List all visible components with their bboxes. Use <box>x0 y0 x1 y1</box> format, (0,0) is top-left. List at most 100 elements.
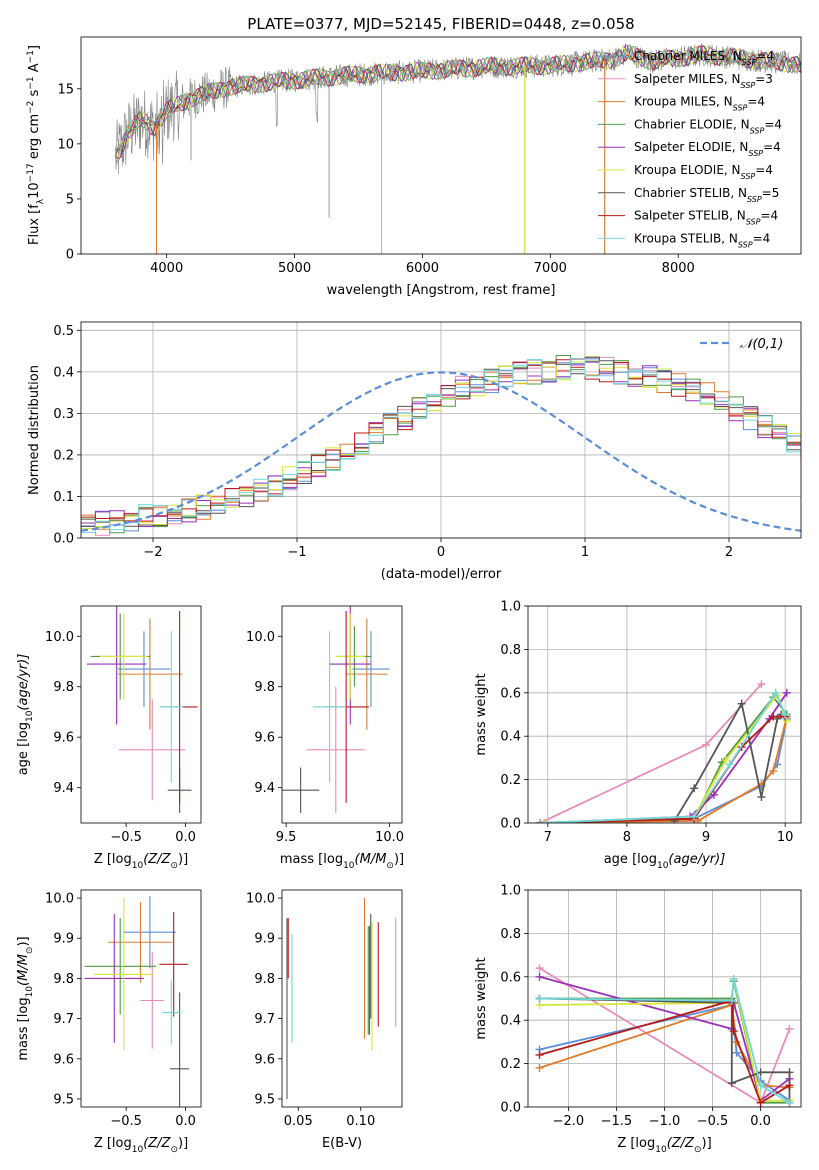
weight-vs-metallicity-panel-marker-salpeter_elodie <box>535 972 544 981</box>
mass-vs-metallicity-panel-x-label-part: ⊙ <box>170 1145 178 1155</box>
age-vs-metallicity-panel-xtick-label: −0.5 <box>110 830 142 845</box>
spectrum-panel: PLATE=0377, MJD=52145, FIBERID=0448, z=0… <box>26 15 802 298</box>
weight-vs-metallicity-panel-marker-kroupa_stelib <box>727 996 736 1005</box>
age-vs-metallicity-panel-ytick-label: 9.8 <box>53 680 74 695</box>
age-vs-metallicity-panel-y-label-part: age [log <box>16 722 31 775</box>
mass-vs-metallicity-panel-x-label: Z [log10(Z/Z⊙)] <box>94 1136 188 1155</box>
age-vs-metallicity-panel-ytick-label: 9.4 <box>53 781 74 796</box>
mass-vs-metallicity-panel-y-label-part: mass [log <box>16 997 31 1060</box>
weight-vs-age-panel-marker-kroupa_stelib <box>725 760 734 769</box>
weight-vs-metallicity-panel-ytick-label: 0.4 <box>500 1014 521 1029</box>
mass-vs-metallicity-panel-x-label-part: 10 <box>132 1145 144 1155</box>
weight-vs-age-panel-ytick-label: 0.8 <box>500 643 521 658</box>
age-vs-mass-panel-x-label-part: (M/M <box>355 852 387 867</box>
weight-vs-age-panel-ytick-label: 0.2 <box>500 773 521 788</box>
legend-label-base: Chabrier STELIB, N <box>634 186 747 200</box>
histogram-panel-xtick-label: −2 <box>143 545 162 560</box>
weight-vs-age-panel-marker-kroupa_stelib <box>781 710 790 719</box>
weight-vs-age-panel-marker-kroupa_stelib <box>771 688 780 697</box>
weight-vs-metallicity-panel-marker-kroupa_stelib <box>535 994 544 1003</box>
mass-vs-metallicity-panel-x-label-part: )] <box>178 1136 188 1151</box>
weight-vs-age-panel-marker-chabrier_stelib <box>737 699 746 708</box>
weight-vs-age-panel-marker-salpeter_elodie <box>709 790 718 799</box>
age-vs-mass-panel-ytick-label: 10.0 <box>246 630 275 645</box>
weight-vs-age-panel-line-salpeter_elodie <box>539 692 788 823</box>
weight-vs-metallicity-panel-ytick-label: 0.2 <box>500 1057 521 1072</box>
age-vs-metallicity-panel-y-label: age [log10(age/yr)] <box>16 654 35 776</box>
weight-vs-metallicity-panel-xtick-label: −2.0 <box>553 1114 585 1129</box>
extinction-panel-frame <box>281 889 403 1108</box>
weight-vs-metallicity-panel-xtick-label: −1.5 <box>601 1114 633 1129</box>
age-vs-metallicity-panel-x-label: Z [log10(Z/Z⊙)] <box>94 852 188 871</box>
legend-label-base: Kroupa STELIB, N <box>634 231 738 245</box>
mass-vs-metallicity-panel-xtick-label: 0.0 <box>175 1114 196 1129</box>
weight-vs-metallicity-panel-x-label-part: )] <box>702 1136 712 1151</box>
histogram-x-label: (data-model)/error <box>381 567 502 582</box>
weight-vs-metallicity-panel-marker-salpeter_stelib <box>785 1081 794 1090</box>
spectrum-panel-xtick-label: 7000 <box>534 261 567 276</box>
mass-vs-metallicity-panel-x-label-part: Z [log <box>94 1136 132 1151</box>
histogram-y-label: Normed distribution <box>27 365 42 495</box>
weight-vs-metallicity-panel-y-label: mass weight <box>474 957 489 1039</box>
legend-label-suffix: =4 <box>764 117 782 131</box>
gaussian-legend-label: 𝒩(0,1) <box>740 337 783 352</box>
spectrum-panel-ytick-label: 15 <box>57 82 74 97</box>
age-vs-mass-panel-ytick-label: 9.8 <box>254 680 275 695</box>
legend-label-suffix: =4 <box>747 95 765 109</box>
age-vs-metallicity-panel-x-label-part: )] <box>178 852 188 867</box>
histogram-chabrier_stelib <box>81 356 801 527</box>
extinction-panel-ytick-label: 9.7 <box>254 1012 275 1027</box>
legend-label-suffix: =3 <box>755 72 773 86</box>
extinction-panel-ytick-label: 9.8 <box>254 972 275 987</box>
legend-label-sub: SSP <box>748 149 763 158</box>
weight-vs-age-panel-ytick-label: 0.0 <box>500 817 521 832</box>
legend-label-suffix: =4 <box>763 140 781 154</box>
weight-vs-age-panel-marker-salpeter_elodie <box>782 688 791 697</box>
mass-vs-metallicity-panel-y-label-part: )] <box>16 936 31 946</box>
weight-vs-metallicity-panel-marker-kroupa_stelib <box>729 974 738 983</box>
spectrum-y-label-part: erg cm <box>27 114 42 163</box>
legend-label-base: Salpeter MILES, N <box>634 72 741 86</box>
age-vs-metallicity-panel-frame <box>80 605 202 824</box>
spectrum-y-label-part: −1 <box>26 50 36 63</box>
weight-vs-metallicity-panel-x-label-part: ⊙ <box>694 1145 702 1155</box>
mass-vs-metallicity-panel-y-label-part: ⊙ <box>25 947 35 955</box>
weight-vs-age-panel-ytick-label: 0.4 <box>500 730 521 745</box>
legend-label-suffix: =4 <box>760 209 778 223</box>
mass-vs-metallicity-panel-y-label-part: (M/M <box>16 954 31 986</box>
age-vs-mass-panel-x-label-part: ⊙ <box>386 861 394 871</box>
weight-vs-age-panel-ytick-label: 0.6 <box>500 686 521 701</box>
legend-label-sub: SSP <box>738 240 753 249</box>
weight-vs-metallicity-panel-ytick-label: 0.6 <box>500 970 521 985</box>
mass-vs-metallicity-panel-ytick-label: 9.8 <box>53 972 74 987</box>
weight-vs-age-panel-marker-kroupa_elodie <box>721 756 730 765</box>
legend-label-salpeter_miles: Salpeter MILES, NSSP=3 <box>634 72 773 90</box>
weight-vs-age-panel-ytick-label: 1.0 <box>500 600 521 615</box>
mass-vs-metallicity-panel-x-label-part: (Z/Z <box>143 1136 171 1151</box>
age-vs-mass-panel-x-label: mass [log10(M/M⊙)] <box>280 852 404 871</box>
weight-vs-age-panel-x-label: age [log10(age/yr)] <box>604 852 726 871</box>
legend-label-sub: SSP <box>746 217 761 226</box>
histogram-panel-ytick-label: 0.0 <box>53 532 74 547</box>
weight-vs-metallicity-panel-marker-salpeter_stelib <box>535 1050 544 1059</box>
legend-label-base: Salpeter ELODIE, N <box>634 140 748 154</box>
age-vs-metallicity-panel: −0.5 0.09.49.69.810.0Z [log10(Z/Z⊙)]age [… <box>16 605 202 871</box>
spectrum-x-label: wavelength [Angstrom, rest frame] <box>327 283 556 298</box>
model-fit-kroupa_stelib <box>115 46 801 166</box>
legend-label-chabrier_miles: Chabrier MILES, NSSP=4 <box>634 49 774 67</box>
age-vs-mass-panel-xtick-label: 9.5 <box>276 830 297 845</box>
weight-vs-age-panel-marker-salpeter_miles <box>757 680 766 689</box>
legend-label-base: Kroupa MILES, N <box>634 95 733 109</box>
age-vs-mass-panel: 9.5 10.0 9.4 9.6 9.8 10.0 mass [log10(M/M⊙)] <box>246 605 404 871</box>
spectrum-y-label-part: ] <box>27 45 42 50</box>
age-vs-metallicity-panel-x-label-part: ⊙ <box>170 861 178 871</box>
age-vs-mass-panel-ytick-label: 9.4 <box>254 781 275 796</box>
age-vs-metallicity-panel-x-label-part: (Z/Z <box>143 852 171 867</box>
extinction-panel-ytick-label: 9.5 <box>254 1092 275 1107</box>
histogram-panel-xtick-label: 2 <box>725 545 733 560</box>
weight-vs-age-panel-line-kroupa_stelib <box>539 690 787 823</box>
legend-label-kroupa_elodie: Kroupa ELODIE, NSSP=4 <box>634 163 773 181</box>
spectrum-panel-ytick-label: 0 <box>66 248 74 263</box>
model-fit-salpeter_elodie <box>115 44 801 151</box>
